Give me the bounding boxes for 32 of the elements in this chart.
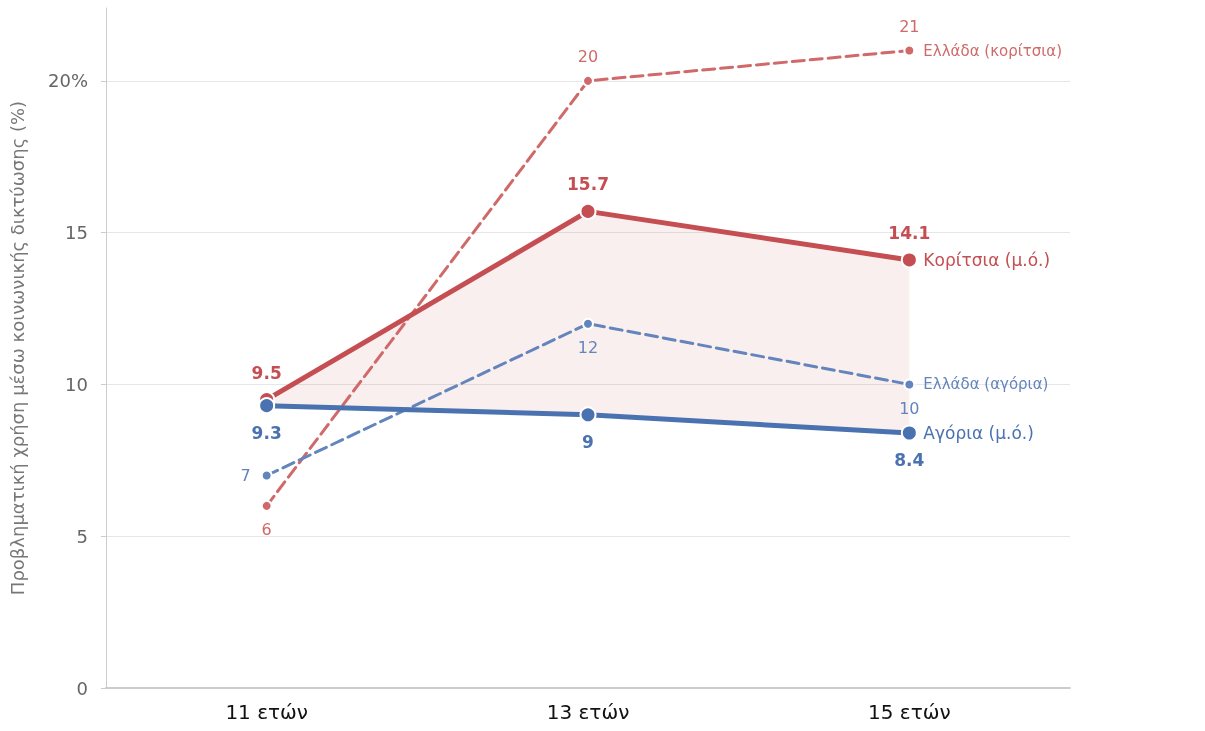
series-label: Ελλάδα (κορίτσια) bbox=[923, 41, 1063, 60]
data-label: 12 bbox=[577, 338, 599, 358]
data-label: 21 bbox=[899, 17, 920, 36]
data-label: 8.4 bbox=[894, 450, 925, 470]
point bbox=[900, 251, 918, 269]
point bbox=[258, 397, 276, 415]
series-label: Κορίτσια (μ.ό.) bbox=[923, 249, 1051, 270]
point bbox=[579, 406, 597, 424]
point bbox=[900, 424, 918, 442]
y-tick-label: 20% bbox=[47, 70, 88, 92]
data-label: 20 bbox=[577, 47, 599, 67]
point bbox=[582, 317, 594, 330]
data-label: 10 bbox=[899, 398, 920, 418]
data-label: 7 bbox=[240, 466, 251, 485]
point bbox=[903, 378, 916, 391]
y-tick-label: 15 bbox=[65, 222, 88, 244]
series-label: Ελλάδα (αγόρια) bbox=[923, 375, 1049, 394]
data-label: 15.7 bbox=[567, 174, 609, 195]
data-label: 6 bbox=[261, 520, 272, 540]
point bbox=[579, 202, 597, 220]
x-tick-label: 15 ετών bbox=[868, 700, 951, 724]
series-label: Αγόρια (μ.ό.) bbox=[923, 423, 1034, 443]
data-label: 9.3 bbox=[251, 422, 282, 443]
data-label: 9.5 bbox=[251, 362, 282, 383]
y-axis-title: Προβληματική χρήση μέσω κοινωνικής δικτύωσης (%) bbox=[6, 100, 28, 596]
y-tick-label: 5 bbox=[76, 525, 88, 547]
x-tick-label: 13 ετών bbox=[546, 700, 630, 724]
x-tick-label: 11 ετών bbox=[225, 700, 308, 724]
y-tick-label: 0 bbox=[76, 677, 88, 699]
y-tick-label: 10 bbox=[65, 373, 88, 395]
data-label: 9 bbox=[582, 431, 594, 452]
data-label: 14.1 bbox=[888, 222, 931, 243]
